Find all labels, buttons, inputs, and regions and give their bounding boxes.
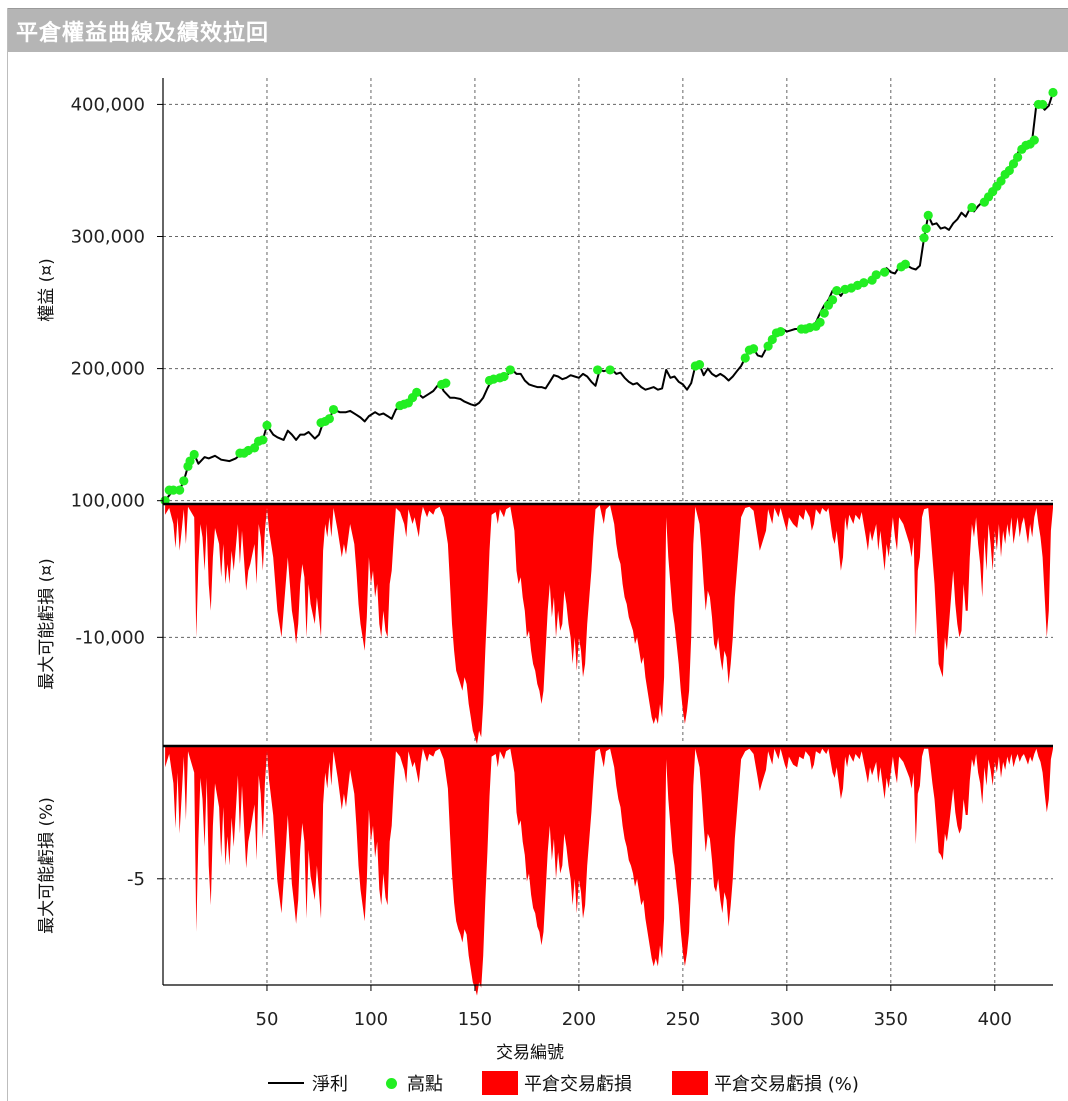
peak-marker (767, 334, 777, 345)
legend: 淨利 高點 平倉交易虧損 平倉交易虧損 (%) (0, 1066, 1068, 1100)
label-layer: 100,000 200,000 300,000 400,000 權益 (¤) -10,00… (37, 94, 1012, 1063)
legend-item-drawdown: 平倉交易虧損 (482, 1066, 632, 1100)
peak-marker (815, 317, 825, 327)
peak-marker (593, 365, 603, 375)
y-tick-label: -10,000 (76, 627, 145, 648)
peak-marker (694, 360, 705, 370)
equity-line-layer (164, 92, 1054, 502)
peak-marker (328, 404, 339, 415)
peak-marker (324, 414, 334, 424)
peak-marker (185, 456, 195, 466)
drawdown-area-drawdown_pct (165, 746, 1054, 996)
peak-marker (189, 449, 199, 460)
peak-marker (1048, 87, 1058, 98)
legend-label-drawdown: 平倉交易虧損 (524, 1074, 632, 1095)
y-tick-label: -5 (127, 869, 145, 890)
y-tick-label: 300,000 (71, 227, 145, 248)
y-tick-label: 100,000 (71, 491, 145, 512)
peak-marker (605, 365, 615, 375)
peak-marker (1029, 135, 1039, 145)
peak-marker (441, 378, 451, 388)
legend-label-net-profit: 淨利 (312, 1074, 348, 1095)
peak-marker (775, 327, 786, 337)
x-tick-label: 300 (770, 1009, 804, 1030)
peak-marker (249, 443, 260, 453)
peak-marker (921, 223, 931, 234)
x-tick-label: 150 (458, 1009, 492, 1030)
legend-fill-swatch-pct (672, 1071, 708, 1095)
y-tick-label: 400,000 (71, 94, 145, 115)
legend-item-peaks: 高點 (378, 1066, 443, 1100)
legend-label-drawdown-pct: 平倉交易虧損 (%) (714, 1074, 859, 1095)
y-axis-title-drawdown_pct: 最大可能虧損 (%) (37, 797, 57, 934)
peak-marker (996, 176, 1006, 186)
legend-item-drawdown-pct: 平倉交易虧損 (%) (672, 1066, 859, 1100)
x-tick-label: 250 (666, 1009, 700, 1030)
peak-marker (258, 435, 268, 445)
peak-marker (505, 365, 515, 375)
peak-marker (740, 353, 750, 363)
panel-left-border (7, 8, 8, 1101)
legend-label-peaks: 高點 (407, 1074, 443, 1095)
legend-line-swatch (268, 1082, 304, 1084)
peak-marker (923, 210, 933, 220)
peak-marker (262, 420, 272, 430)
legend-fill-swatch (482, 1071, 518, 1095)
peak-marker (879, 267, 890, 277)
peak-marker (871, 270, 881, 280)
peak-marker (819, 308, 829, 318)
y-tick-label: 200,000 (71, 359, 145, 380)
peak-marker (1004, 165, 1014, 176)
x-tick-label: 100 (354, 1009, 388, 1030)
peak-marker (1038, 99, 1048, 110)
equity-curve (164, 92, 1054, 502)
panel-title: 平倉權益曲線及績效拉回 (16, 21, 270, 46)
peak-marker (763, 341, 773, 351)
peak-marker (1013, 152, 1023, 162)
chart: 100,000 200,000 300,000 400,000 權益 (¤) -10,00… (37, 78, 1058, 1063)
drawdown-fill-layer (165, 504, 1054, 996)
panel-header: 平倉權益曲線及績效拉回 (8, 8, 1068, 52)
peak-marker (1008, 159, 1019, 169)
y-axis-title-drawdown_abs: 最大可能虧損 (¤) (37, 558, 57, 689)
peak-marker (832, 286, 842, 296)
peak-marker (412, 387, 422, 397)
peak-marker (827, 295, 838, 305)
peak-marker (967, 202, 977, 213)
peak-marker (175, 485, 185, 495)
x-tick-label: 350 (874, 1009, 908, 1030)
peak-marker (179, 476, 189, 486)
peak-marker-layer (160, 87, 1058, 506)
peak-marker (499, 371, 509, 382)
peak-marker (919, 233, 929, 243)
x-tick-label: 50 (256, 1009, 279, 1030)
peak-marker (900, 259, 910, 269)
y-axis-title-equity: 權益 (¤) (37, 258, 57, 321)
legend-dot-swatch (386, 1077, 397, 1089)
x-tick-label: 400 (978, 1009, 1012, 1030)
x-tick-label: 200 (562, 1009, 596, 1030)
peak-marker (748, 344, 759, 354)
legend-item-net-profit: 淨利 (268, 1066, 348, 1100)
peak-marker (859, 278, 869, 288)
axis-layer (157, 78, 1053, 991)
x-axis-title: 交易編號 (496, 1043, 564, 1063)
drawdown-area-drawdown_abs (165, 504, 1054, 744)
